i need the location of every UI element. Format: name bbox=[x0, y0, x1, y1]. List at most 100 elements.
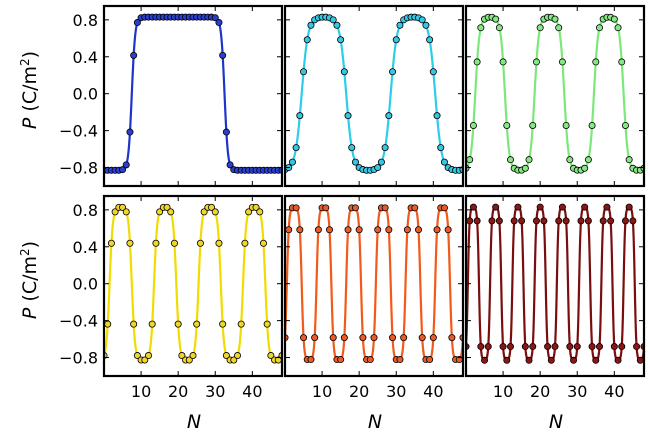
x-tick-label: 30 bbox=[567, 382, 587, 401]
data-point bbox=[396, 356, 404, 364]
data-point bbox=[518, 217, 526, 225]
data-point bbox=[355, 226, 363, 234]
data-point bbox=[562, 121, 570, 129]
data-point bbox=[629, 217, 637, 225]
data-point bbox=[340, 334, 348, 342]
data-point bbox=[510, 217, 518, 225]
data-point bbox=[366, 356, 374, 364]
panel-frame bbox=[283, 194, 465, 378]
data-point bbox=[107, 239, 115, 247]
panel-1-2: 10 20 30 40 bbox=[464, 194, 646, 401]
data-point bbox=[189, 352, 197, 360]
data-point bbox=[492, 15, 500, 23]
data-point bbox=[426, 356, 434, 364]
series-line bbox=[104, 15, 282, 172]
data-point bbox=[547, 356, 555, 364]
data-point bbox=[348, 144, 356, 152]
data-point bbox=[126, 239, 134, 247]
y-label-close: ) bbox=[19, 241, 41, 248]
panel-1-0: 0.8 0.4 0.0 −0.4 −0.8 10 20 30 40 bbox=[59, 194, 284, 401]
plot-area bbox=[104, 13, 282, 174]
data-point bbox=[536, 203, 544, 211]
data-point bbox=[422, 21, 430, 29]
y-label-symbol: P bbox=[19, 307, 41, 319]
data-point bbox=[377, 158, 385, 166]
data-point bbox=[610, 343, 618, 351]
data-point bbox=[288, 158, 296, 166]
data-point bbox=[577, 217, 585, 225]
data-point bbox=[503, 356, 511, 364]
data-point bbox=[296, 112, 304, 120]
y-label-close: ) bbox=[19, 51, 41, 58]
data-point bbox=[340, 68, 348, 76]
data-point bbox=[211, 14, 219, 22]
data-point bbox=[133, 352, 141, 360]
data-point bbox=[359, 334, 367, 342]
data-point bbox=[389, 334, 397, 342]
data-point bbox=[122, 161, 130, 169]
data-point bbox=[381, 144, 389, 152]
panel-frame bbox=[464, 4, 646, 188]
plot-area bbox=[285, 13, 463, 174]
data-point bbox=[374, 164, 382, 172]
data-point bbox=[429, 68, 437, 76]
y-tick-label: 0.8 bbox=[73, 11, 98, 30]
data-point bbox=[403, 226, 411, 234]
data-point bbox=[614, 24, 622, 32]
data-point bbox=[506, 343, 514, 351]
data-point bbox=[322, 204, 330, 212]
data-point bbox=[566, 156, 574, 164]
data-point bbox=[292, 204, 300, 212]
y-label-symbol: P bbox=[19, 117, 41, 129]
data-point bbox=[433, 112, 441, 120]
data-point bbox=[300, 68, 308, 76]
data-point bbox=[200, 208, 208, 216]
x-tick-label: 10 bbox=[493, 382, 513, 401]
data-point bbox=[285, 226, 293, 234]
y-label-unit: (C/m bbox=[19, 256, 41, 308]
x-axis-label-middle: N bbox=[368, 411, 382, 433]
data-point bbox=[241, 239, 249, 247]
data-point bbox=[596, 24, 604, 32]
data-point bbox=[599, 217, 607, 225]
data-point bbox=[256, 208, 264, 216]
y-axis-label-bottom: P (C/m2) bbox=[18, 241, 41, 319]
data-point bbox=[267, 352, 275, 360]
data-point bbox=[584, 156, 592, 164]
data-point bbox=[392, 36, 400, 44]
data-point bbox=[226, 161, 234, 169]
data-point bbox=[532, 217, 540, 225]
data-point bbox=[130, 320, 138, 328]
data-point bbox=[389, 68, 397, 76]
panel-frame bbox=[464, 194, 646, 378]
data-point bbox=[429, 334, 437, 342]
data-point bbox=[529, 121, 537, 129]
data-point bbox=[570, 356, 578, 364]
data-point bbox=[307, 21, 315, 29]
data-point bbox=[503, 121, 511, 129]
panel-frame bbox=[102, 194, 284, 378]
data-point bbox=[163, 203, 171, 211]
data-point bbox=[521, 343, 529, 351]
data-point bbox=[592, 356, 600, 364]
series-line bbox=[466, 15, 644, 172]
data-point bbox=[633, 343, 641, 351]
data-point bbox=[314, 226, 322, 234]
data-point bbox=[219, 51, 227, 59]
data-point bbox=[636, 356, 644, 364]
x-tick-label: 20 bbox=[168, 382, 188, 401]
data-point bbox=[477, 24, 485, 32]
data-point bbox=[495, 217, 503, 225]
data-point bbox=[133, 19, 141, 27]
data-point bbox=[418, 334, 426, 342]
data-point bbox=[374, 226, 382, 234]
data-point bbox=[167, 208, 175, 216]
data-point bbox=[529, 343, 537, 351]
data-point bbox=[603, 203, 611, 211]
data-point bbox=[618, 58, 626, 66]
data-point bbox=[521, 164, 529, 172]
x-tick-label: 20 bbox=[530, 382, 550, 401]
data-point bbox=[473, 58, 481, 66]
data-point bbox=[621, 121, 629, 129]
data-point bbox=[625, 156, 633, 164]
